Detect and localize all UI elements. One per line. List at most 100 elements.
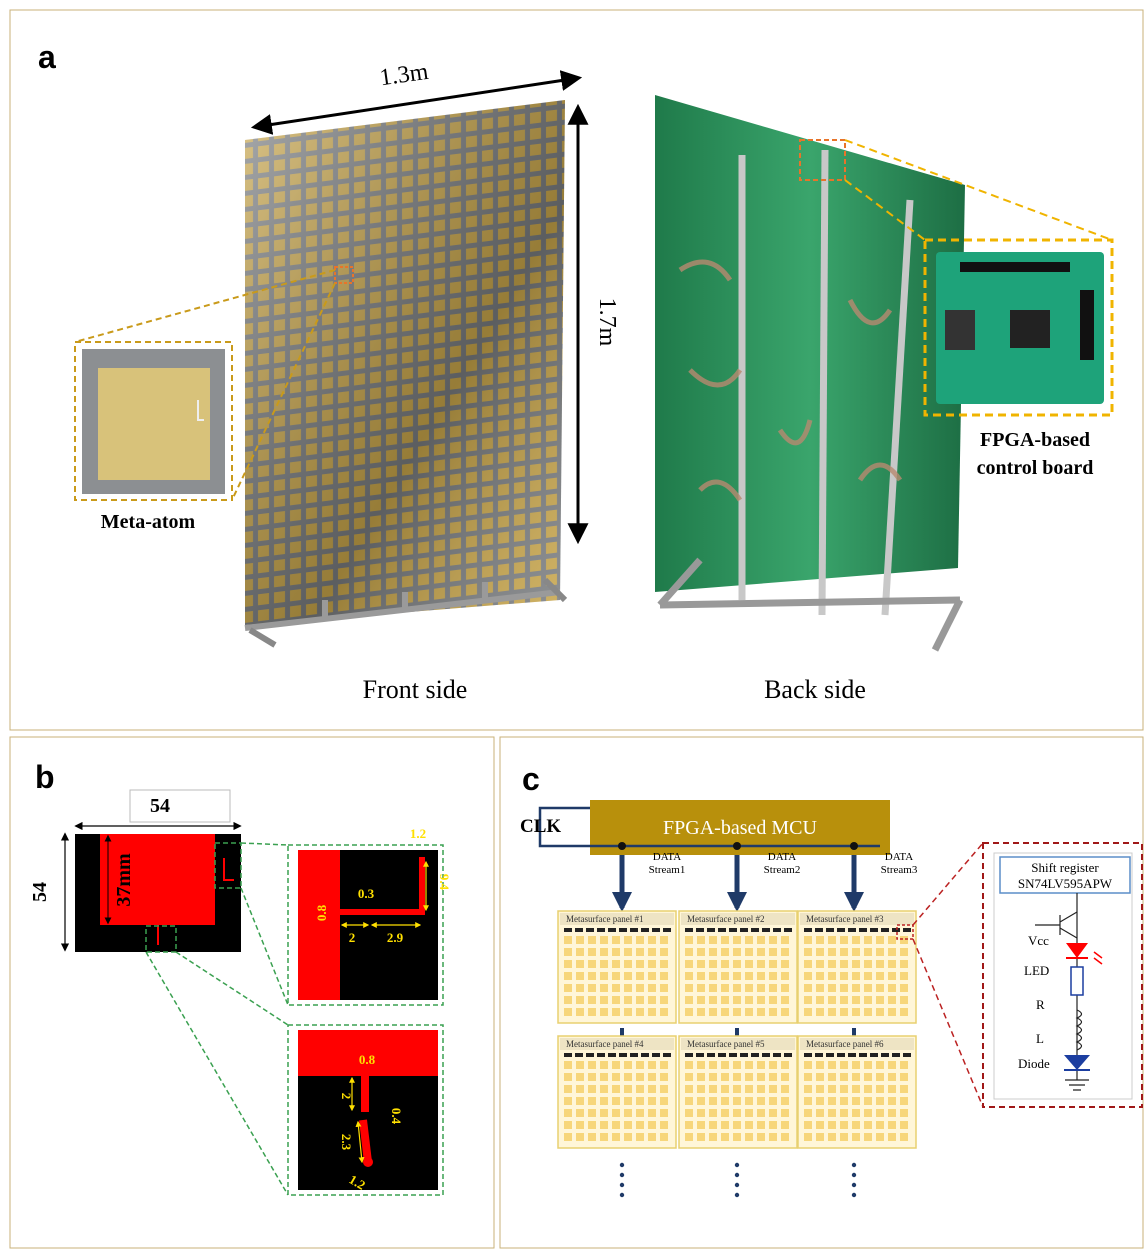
cell: [816, 948, 824, 956]
cell: [600, 960, 608, 968]
cell: [757, 984, 765, 992]
cell: [888, 1121, 896, 1129]
cell: [612, 1061, 620, 1069]
cell: [612, 996, 620, 1004]
ellipsis-dot: [620, 1193, 624, 1197]
cell: [612, 984, 620, 992]
cell: [816, 1085, 824, 1093]
cell: [781, 1097, 789, 1105]
cell: [864, 996, 872, 1004]
cell: [709, 996, 717, 1004]
cell: [876, 1073, 884, 1081]
cell: [888, 1008, 896, 1016]
cell: [852, 960, 860, 968]
chip: [630, 1053, 638, 1057]
dim-label: 2.3: [339, 1134, 354, 1151]
chip: [859, 928, 867, 932]
cell: [769, 984, 777, 992]
cell: [900, 996, 908, 1004]
cell: [588, 960, 596, 968]
cell: [685, 984, 693, 992]
cell: [888, 1097, 896, 1105]
cell: [781, 948, 789, 956]
cell: [900, 972, 908, 980]
cell: [576, 960, 584, 968]
chip: [784, 1053, 792, 1057]
cell: [816, 996, 824, 1004]
cell: [864, 972, 872, 980]
cell: [816, 960, 824, 968]
caption: Front side: [363, 675, 468, 704]
chip: [652, 1053, 660, 1057]
cell: [852, 1008, 860, 1016]
cell: [781, 1133, 789, 1141]
cell: [733, 1109, 741, 1117]
cell: [588, 984, 596, 992]
metasurface-panel: Metasurface panel #4: [558, 1036, 676, 1148]
cell: [781, 1085, 789, 1093]
cell: [660, 1073, 668, 1081]
cell: [816, 1073, 824, 1081]
cell: [612, 1008, 620, 1016]
cell: [564, 936, 572, 944]
cell: [745, 1121, 753, 1129]
cell: [685, 1097, 693, 1105]
cell: [757, 1133, 765, 1141]
cell: [757, 936, 765, 944]
cell: [745, 1061, 753, 1069]
cell: [612, 1097, 620, 1105]
cell: [576, 1121, 584, 1129]
panel-label: a: [38, 39, 56, 75]
dim-label: 2: [339, 1093, 354, 1100]
cell: [576, 1061, 584, 1069]
cell: [828, 960, 836, 968]
cell: [564, 948, 572, 956]
cell: [876, 936, 884, 944]
chip: [903, 928, 911, 932]
cell: [840, 1085, 848, 1093]
cell: [576, 948, 584, 956]
cell: [648, 996, 656, 1004]
cell: [852, 1085, 860, 1093]
cell: [733, 960, 741, 968]
cell: [564, 1121, 572, 1129]
cell: [636, 1073, 644, 1081]
cell: [600, 996, 608, 1004]
cell: [733, 984, 741, 992]
cell: [757, 1121, 765, 1129]
cell: [769, 1109, 777, 1117]
cell: [804, 996, 812, 1004]
chip: [804, 928, 812, 932]
cell: [769, 1085, 777, 1093]
cell: [685, 1109, 693, 1117]
cell: [888, 972, 896, 980]
cell: [697, 1085, 705, 1093]
cell: [660, 1121, 668, 1129]
cell: [733, 1097, 741, 1105]
cell: [636, 1109, 644, 1117]
cell: [757, 972, 765, 980]
cell: [900, 1109, 908, 1117]
cell: [588, 1109, 596, 1117]
chip: [575, 1053, 583, 1057]
cell: [781, 1008, 789, 1016]
component-label: L: [1036, 1031, 1044, 1046]
cell: [781, 1109, 789, 1117]
ellipsis-dot: [735, 1163, 739, 1167]
cell: [840, 1061, 848, 1069]
cell: [769, 1008, 777, 1016]
stream-label: Stream3: [881, 864, 918, 876]
circuit-title: Shift register: [1031, 860, 1099, 875]
cell: [864, 1121, 872, 1129]
chip: [848, 928, 856, 932]
cell: [685, 1073, 693, 1081]
cell: [697, 1097, 705, 1105]
chip: [597, 928, 605, 932]
chip: [837, 928, 845, 932]
mcu-label: FPGA-based MCU: [663, 817, 817, 839]
cell: [840, 948, 848, 956]
cell: [660, 1109, 668, 1117]
cell: [876, 960, 884, 968]
cell: [900, 984, 908, 992]
chip: [751, 928, 759, 932]
